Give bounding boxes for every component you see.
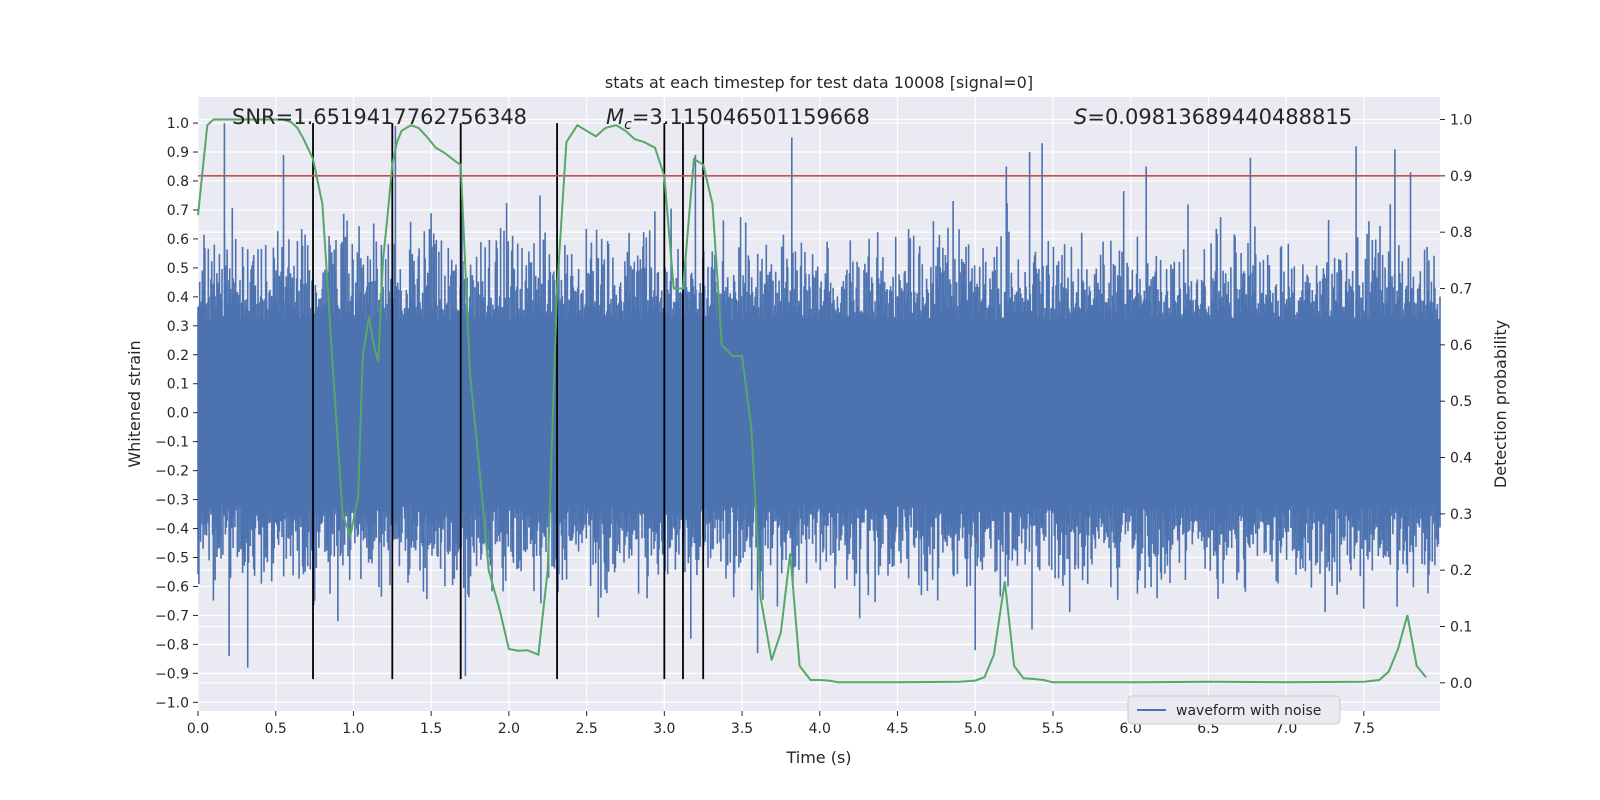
legend-entry-waveform: waveform with noise [1176,703,1321,719]
mc-subscript: c [624,117,632,133]
s-symbol: S [1074,105,1087,129]
chirp-mass-annotation: Mc=3.115046501159668 [606,105,870,133]
snr-annotation: SNR=1.6519417762756348 [232,105,527,129]
y-left-tick-label: 0.8 [167,174,189,190]
y-left-tick-label: −0.4 [155,522,189,538]
x-tick-label: 2.5 [575,721,597,737]
legend: waveform with noise [1127,695,1341,725]
x-tick-label: 3.5 [731,721,753,737]
y-left-tick-label: 0.7 [167,203,189,219]
x-tick-label: 5.5 [1042,721,1064,737]
x-tick-label: 6.0 [1120,721,1142,737]
y-left-tick-label: 0.2 [167,348,189,364]
x-tick-label: 7.0 [1275,721,1297,737]
y-left-tick-label: 1.0 [167,116,189,132]
y-right-tick-label: 0.4 [1450,451,1472,467]
legend-box [1127,695,1341,725]
y-left-tick-label: 0.5 [167,261,189,277]
x-tick-label: 0.0 [187,721,209,737]
y-right-tick-label: 0.6 [1450,338,1472,354]
x-tick-label: 7.5 [1353,721,1375,737]
y-left-tick-label: −0.1 [155,435,189,451]
x-tick-label: 3.0 [653,721,675,737]
x-tick-label: 4.0 [809,721,831,737]
x-tick-label: 6.5 [1197,721,1219,737]
x-tick-label: 5.0 [964,721,986,737]
y-left-tick-label: −0.2 [155,464,189,480]
y-left-tick-label: −0.9 [155,666,189,682]
y-right-tick-label: 0.2 [1450,563,1472,579]
s-annotation: S=0.09813689440488815 [1074,105,1352,129]
y-left-tick-label: 0.0 [167,406,189,422]
mc-value: =3.115046501159668 [632,105,870,129]
y-left-tick-label: −0.7 [155,608,189,624]
detection-probability-line [197,118,1427,684]
y-left-tick-label: 0.6 [167,232,189,248]
y-right-tick-label: 0.9 [1450,169,1472,185]
y-right-tick-label: 1.0 [1450,113,1472,129]
y-right-tick-label: 0.3 [1450,507,1472,523]
s-value: =0.09813689440488815 [1087,105,1352,129]
y-left-tick-label: −0.6 [155,579,189,595]
y-left-tick-label: −0.3 [155,493,189,509]
y-left-tick-label: 0.9 [167,145,189,161]
y-left-tick-label: 0.3 [167,319,189,335]
x-axis-label: Time (s) [785,748,851,767]
y-right-tick-label: 0.1 [1450,620,1472,636]
x-tick-label: 4.5 [886,721,908,737]
x-tick-label: 0.5 [265,721,287,737]
x-tick-label: 2.0 [498,721,520,737]
waveform-noise-trace [197,123,1441,677]
y-axis-right-label: Detection probability [1491,320,1510,488]
axes: 0.0 0.5 1.0 1.5 2.0 2.5 3.0 3.5 4.0 4.5 5.0 5.5 6.0 6… [155,113,1472,737]
waveform-series [197,123,1441,677]
y-right-tick-label: 0.5 [1450,394,1472,410]
x-tick-label: 1.5 [420,721,442,737]
y-right-tick-label: 0.7 [1450,282,1472,298]
event-markers [312,123,705,680]
y-left-tick-label: −0.5 [155,551,189,567]
mc-symbol: M [606,105,624,129]
y-right-tick-label: 0.0 [1450,676,1472,692]
y-axis-left-label: Whitened strain [125,340,144,467]
y-right-tick-label: 0.8 [1450,225,1472,241]
y-left-tick-label: −1.0 [155,695,189,711]
y-left-tick-label: 0.4 [167,290,189,306]
y-left-tick-label: −0.8 [155,637,189,653]
y-left-tick-label: 0.1 [167,377,189,393]
x-tick-label: 1.0 [342,721,364,737]
chart-title: stats at each timestep for test data 100… [605,73,1033,92]
